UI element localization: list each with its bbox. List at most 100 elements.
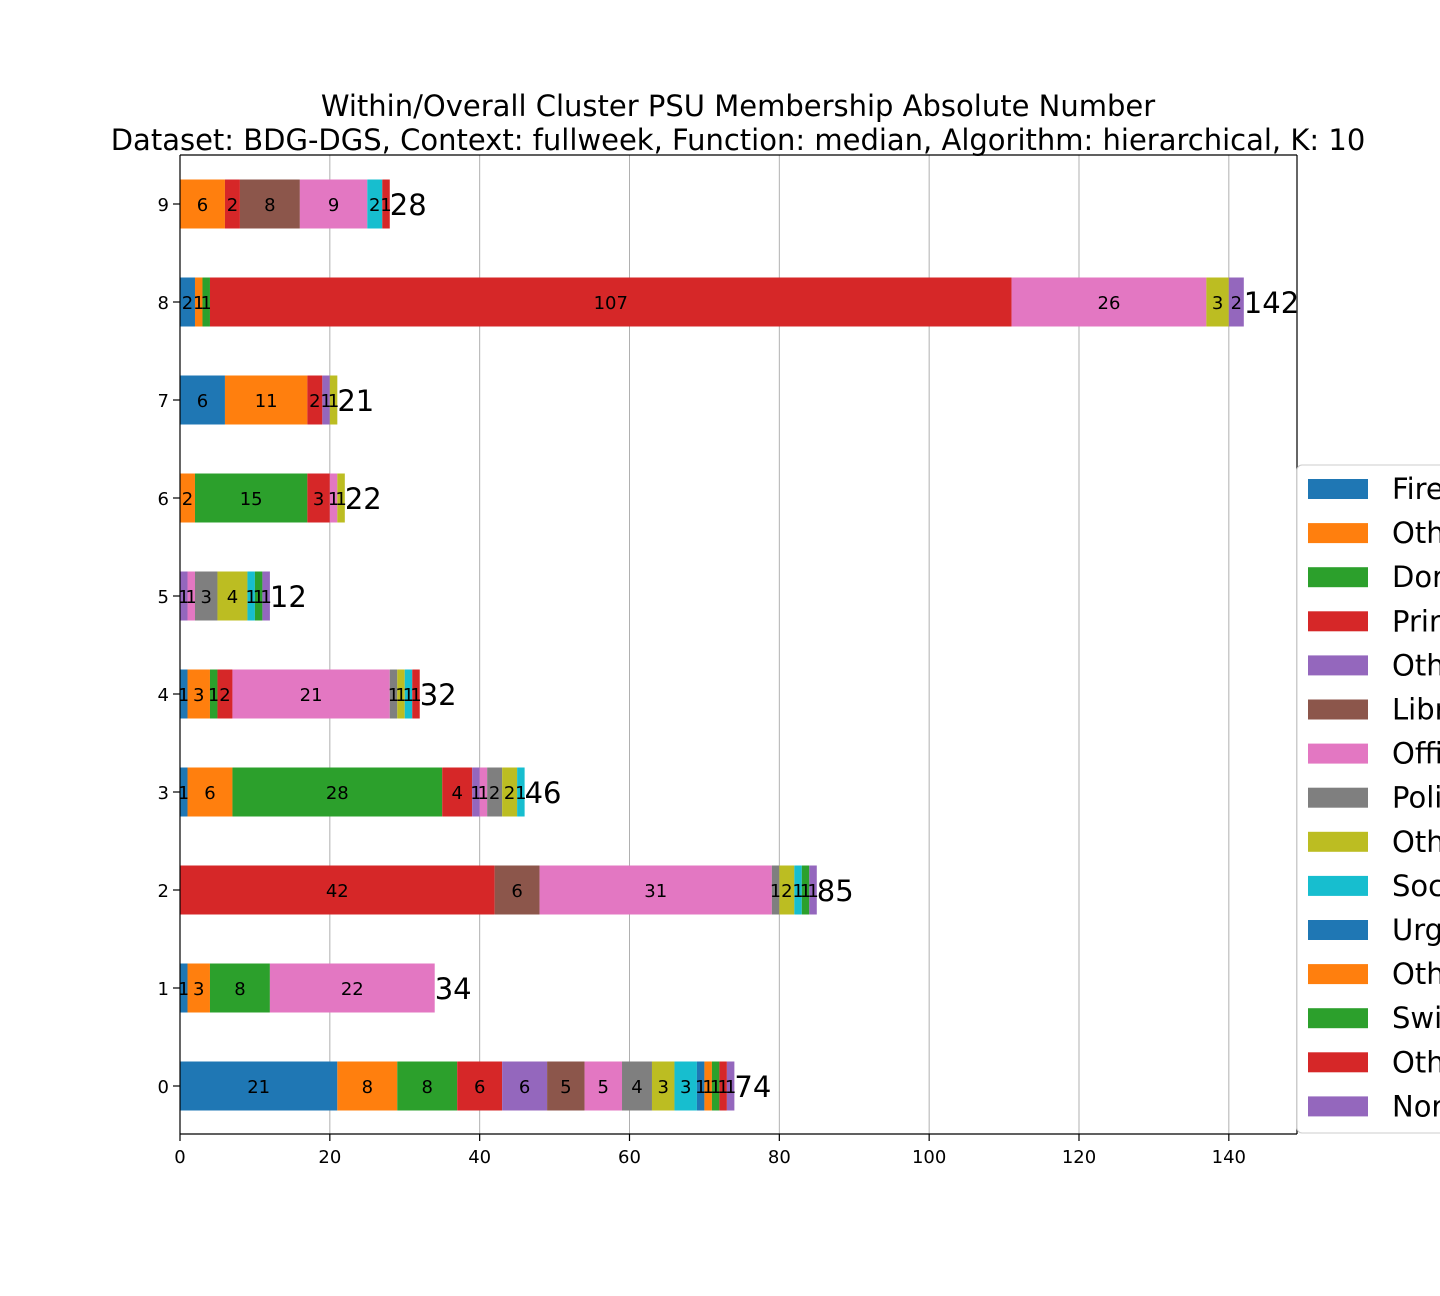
segment-value-label: 1	[710, 1077, 721, 1098]
bar-segment-4-5	[389, 669, 398, 719]
segment-value-label: 1	[178, 587, 189, 608]
legend-swatch	[1308, 743, 1368, 764]
legend-label: Oth	[1392, 516, 1440, 550]
x-tick-label: 80	[768, 1147, 791, 1168]
bar-segment-8-3	[209, 277, 1012, 327]
legend-swatch	[1308, 523, 1368, 544]
bar-segment-2-2	[539, 865, 772, 915]
segment-value-label: 1	[320, 391, 331, 412]
bar-segment-1-1	[187, 963, 210, 1013]
x-tick-label: 140	[1212, 1147, 1246, 1168]
segment-value-label: 26	[1098, 293, 1121, 314]
bar-segment-2-3	[771, 865, 780, 915]
bar-segment-3-3	[442, 767, 473, 817]
segment-value-label: 6	[519, 1077, 530, 1098]
segment-value-label: 1	[792, 881, 803, 902]
bar-segment-2-5	[794, 865, 802, 915]
segment-value-label: 15	[240, 489, 263, 510]
segment-value-label: 4	[451, 783, 462, 804]
bar-segment-0-12	[711, 1061, 720, 1111]
segment-value-label: 3	[1212, 293, 1223, 314]
segment-value-label: 3	[657, 1077, 668, 1098]
segment-value-label: 1	[725, 1077, 736, 1098]
legend-label: Oth	[1392, 648, 1440, 682]
segment-value-label: 1	[253, 587, 264, 608]
segment-value-label: 1	[515, 783, 526, 804]
bar-segment-0-6	[584, 1061, 623, 1111]
legend-swatch	[1308, 1052, 1368, 1073]
bar-segment-5-1	[187, 571, 195, 621]
segment-value-label: 1	[380, 195, 391, 216]
bar-total-label: 46	[525, 776, 562, 810]
bar-segment-0-9	[674, 1061, 697, 1111]
segment-value-label: 3	[313, 489, 324, 510]
segment-value-label: 1	[328, 489, 339, 510]
segment-value-label: 4	[227, 587, 238, 608]
y-tick-label: 7	[158, 391, 169, 412]
segment-value-label: 1	[478, 783, 489, 804]
bar-segment-0-11	[704, 1061, 712, 1111]
bar-segment-3-6	[487, 767, 503, 817]
bar-segment-8-0	[180, 277, 195, 327]
segment-value-label: 2	[1231, 293, 1242, 314]
segment-value-label: 31	[644, 881, 667, 902]
segment-value-label: 2	[369, 195, 380, 216]
bar-segment-7-2	[307, 375, 323, 425]
chart-subtitle: Dataset: BDG-DGS, Context: fullweek, Fun…	[111, 123, 1366, 157]
bar-segment-1-0	[180, 963, 188, 1013]
y-tick-label: 1	[158, 979, 169, 1000]
segment-value-label: 9	[328, 195, 339, 216]
bar-segment-8-2	[202, 277, 210, 327]
bar-segment-1-3	[269, 963, 435, 1013]
bar-total-label: 28	[390, 188, 427, 222]
bar-total-label: 85	[817, 874, 854, 908]
segment-value-label: 8	[264, 195, 275, 216]
segment-value-label: 1	[245, 587, 256, 608]
legend-label: Urg	[1392, 913, 1440, 947]
bar-total-label: 34	[435, 972, 472, 1006]
segment-value-label: 28	[326, 783, 349, 804]
legend-swatch	[1308, 787, 1368, 808]
bar-segment-2-1	[494, 865, 540, 915]
bar-segment-0-0	[180, 1061, 338, 1111]
bar-segment-0-14	[726, 1061, 735, 1111]
bar-segment-0-3	[457, 1061, 503, 1111]
bar-segment-8-5	[1206, 277, 1229, 327]
legend-label: Oth	[1392, 1045, 1440, 1079]
bar-segment-6-1	[194, 473, 308, 523]
segment-value-label: 1	[260, 587, 271, 608]
legend-label: Oth	[1392, 957, 1440, 991]
segment-value-label: 1	[208, 685, 219, 706]
bar-segment-0-2	[397, 1061, 458, 1111]
bar-segment-3-2	[232, 767, 443, 817]
legend-label: Swi	[1392, 1001, 1440, 1035]
bar-segment-3-1	[187, 767, 233, 817]
segment-value-label: 1	[178, 979, 189, 1000]
segment-value-label: 1	[470, 783, 481, 804]
segment-value-label: 1	[770, 881, 781, 902]
bar-segment-4-4	[232, 669, 390, 719]
bar-segment-4-6	[397, 669, 405, 719]
bar-segment-0-7	[622, 1061, 652, 1111]
x-tick-label: 20	[318, 1147, 341, 1168]
bar-segment-3-0	[180, 767, 188, 817]
segment-value-label: 2	[781, 881, 792, 902]
bar-segment-3-7	[502, 767, 518, 817]
bar-segment-6-2	[307, 473, 330, 523]
bar-segment-5-5	[254, 571, 263, 621]
segment-value-label: 1	[193, 293, 204, 314]
segment-value-label: 5	[560, 1077, 571, 1098]
bar-segment-8-4	[1011, 277, 1207, 327]
segment-value-label: 2	[309, 391, 320, 412]
bar-segment-0-10	[696, 1061, 705, 1111]
legend-swatch	[1308, 1096, 1368, 1117]
bar-segment-2-7	[809, 865, 817, 915]
segment-value-label: 1	[800, 881, 811, 902]
bar-segment-2-6	[801, 865, 810, 915]
legend-swatch	[1308, 964, 1368, 985]
bar-segment-3-8	[517, 767, 525, 817]
legend-label: Libr	[1392, 693, 1440, 727]
bar-segment-2-4	[779, 865, 795, 915]
legend-swatch	[1308, 567, 1368, 588]
